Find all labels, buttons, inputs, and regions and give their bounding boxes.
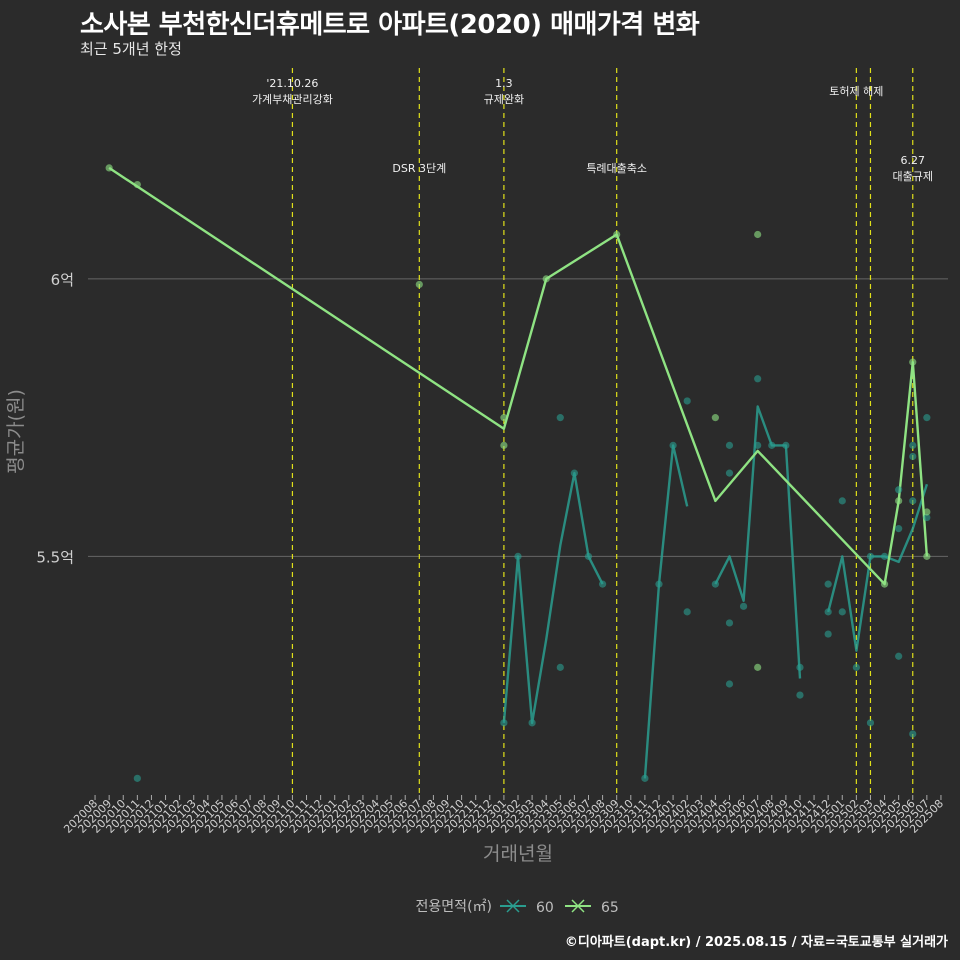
data-point-60 bbox=[655, 580, 663, 588]
data-point-60 bbox=[711, 580, 719, 588]
event-annotation: 대출규제 bbox=[893, 170, 933, 183]
data-point-60 bbox=[556, 414, 564, 422]
legend-title: 전용면적(㎡) bbox=[416, 899, 492, 915]
data-point-65 bbox=[923, 508, 931, 516]
data-point-65 bbox=[415, 280, 423, 289]
event-annotation: 특례대출축소 bbox=[586, 162, 647, 175]
data-point-60 bbox=[923, 513, 931, 522]
event-annotation: 규제완화 bbox=[484, 93, 524, 106]
data-point-60 bbox=[725, 441, 734, 449]
data-point-60 bbox=[584, 552, 593, 560]
chart-subtitle: 최근 5개년 한정 bbox=[80, 40, 182, 58]
data-point-60 bbox=[725, 469, 734, 477]
y-tick-label: 6억 bbox=[51, 271, 74, 289]
event-annotation: 토허제 해제 bbox=[829, 84, 883, 98]
data-point-60 bbox=[768, 441, 776, 449]
legend-label-65: 65 bbox=[601, 900, 619, 916]
data-point-60 bbox=[683, 608, 691, 616]
data-point-60 bbox=[909, 452, 917, 461]
data-point-60 bbox=[866, 552, 875, 560]
data-point-65 bbox=[105, 164, 113, 172]
data-point-60 bbox=[500, 719, 508, 727]
data-point-60 bbox=[838, 608, 846, 616]
event-annotation: '21.10.26 bbox=[266, 77, 318, 90]
data-point-65 bbox=[895, 497, 903, 505]
data-point-60 bbox=[739, 602, 748, 610]
data-point-65 bbox=[133, 180, 141, 189]
source-caption: ©디아파트(dapt.kr) / 2025.08.15 / 자료=국토교통부 실… bbox=[564, 935, 948, 950]
data-point-60 bbox=[514, 552, 522, 560]
data-point-65 bbox=[613, 230, 621, 239]
data-point-65 bbox=[754, 230, 762, 239]
data-point-60 bbox=[923, 414, 931, 422]
data-point-65 bbox=[880, 580, 889, 588]
data-point-60 bbox=[909, 441, 917, 449]
data-point-60 bbox=[669, 441, 677, 449]
legend-swatch-cross bbox=[506, 899, 520, 913]
data-point-65 bbox=[500, 441, 508, 449]
chart-title: 소사본 부천한신더휴메트로 아파트(2020) 매매가격 변화 bbox=[80, 10, 700, 40]
data-point-60 bbox=[824, 580, 832, 588]
data-point-65 bbox=[711, 414, 719, 422]
data-point-60 bbox=[556, 663, 564, 671]
data-point-60 bbox=[641, 774, 649, 782]
data-point-60 bbox=[895, 525, 903, 533]
event-annotation: 6.27 bbox=[901, 154, 926, 167]
event-annotation: DSR 3단계 bbox=[392, 162, 446, 175]
event-annotation: 1.3 bbox=[495, 77, 513, 90]
data-point-65 bbox=[909, 358, 917, 366]
data-point-60 bbox=[598, 580, 607, 588]
data-point-60 bbox=[754, 375, 762, 383]
y-tick-label: 5.5억 bbox=[36, 548, 74, 566]
data-point-60 bbox=[852, 663, 860, 671]
data-point-60 bbox=[725, 619, 734, 627]
data-point-60 bbox=[824, 608, 832, 616]
data-point-60 bbox=[725, 680, 734, 688]
data-point-60 bbox=[754, 441, 762, 449]
data-point-60 bbox=[895, 486, 903, 494]
y-axis-title: 평균가(원) bbox=[5, 389, 27, 474]
data-point-60 bbox=[528, 719, 536, 727]
legend-swatch-cross bbox=[571, 899, 585, 913]
data-point-60 bbox=[824, 630, 832, 638]
data-point-60 bbox=[796, 691, 804, 699]
data-point-65 bbox=[754, 663, 762, 671]
data-point-60 bbox=[909, 730, 917, 738]
x-axis-title: 거래년월 bbox=[483, 843, 553, 865]
legend-label-60: 60 bbox=[536, 900, 554, 916]
data-point-60 bbox=[909, 497, 917, 505]
data-point-60 bbox=[838, 497, 846, 505]
data-point-60 bbox=[866, 719, 875, 727]
data-point-65 bbox=[542, 275, 550, 283]
series-line-65 bbox=[108, 166, 929, 586]
data-point-60 bbox=[782, 441, 790, 449]
event-annotation: 가계부채관리강화 bbox=[252, 93, 333, 106]
data-point-60 bbox=[796, 663, 804, 671]
data-point-65 bbox=[923, 552, 931, 560]
data-point-60 bbox=[895, 652, 903, 660]
data-point-60 bbox=[880, 552, 889, 560]
series-line-60 bbox=[502, 405, 929, 779]
data-point-60 bbox=[570, 469, 578, 477]
data-point-65 bbox=[500, 414, 508, 422]
data-point-60 bbox=[133, 774, 141, 782]
data-point-60 bbox=[683, 397, 691, 405]
